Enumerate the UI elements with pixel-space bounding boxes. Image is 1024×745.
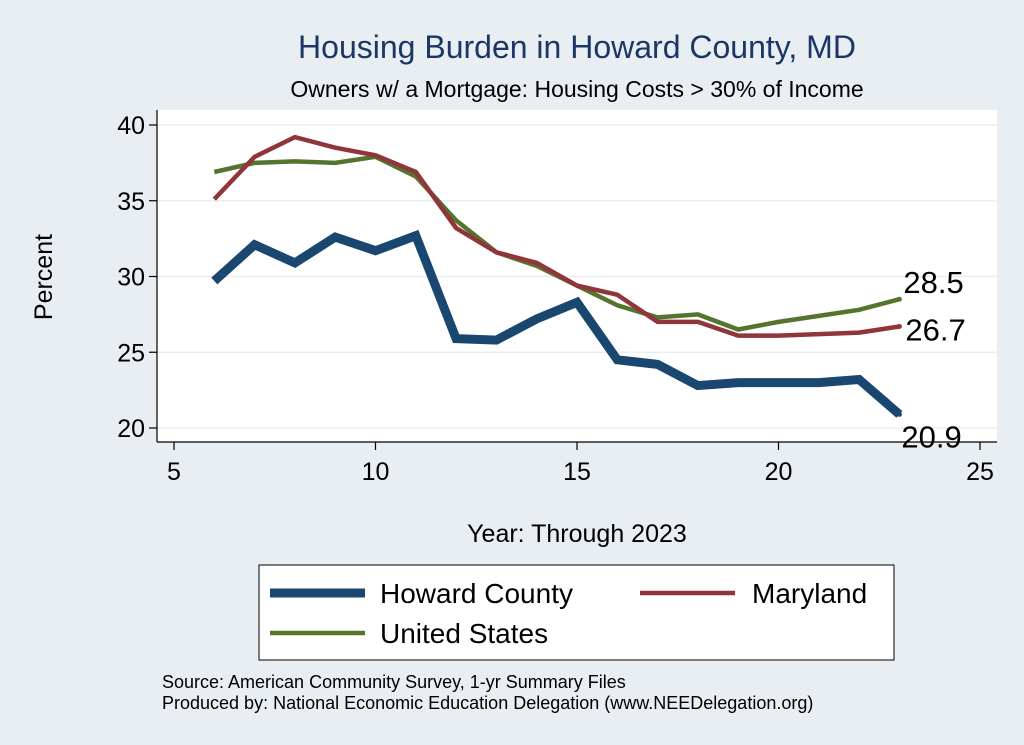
grid-layer [157,124,997,429]
end-label-howard-county: 20.9 [901,419,961,454]
y-tick-label: 35 [117,188,145,216]
series-layer [211,134,903,418]
end-label-layer: 20.9 26.7 28.5 [896,265,966,454]
legend-box [258,564,895,661]
y-tick-label: 25 [117,339,145,367]
x-axis-title: Year: Through 2023 [467,520,687,548]
y-tick-label: 20 [117,415,145,443]
x-tick-label: 20 [765,458,793,486]
end-label-united-states: 28.5 [903,265,963,300]
legend: Howard County Maryland United States [258,564,895,661]
x-tick-label: 5 [167,458,181,486]
end-label-maryland: 26.7 [905,312,965,347]
legend-label-united-states: United States [380,618,548,649]
y-axis-title: Percent [30,234,58,320]
end-marker-maryland [896,323,902,329]
end-marker-howard-county [896,411,902,417]
series-line-howard-county [211,229,903,418]
legend-label-howard-county: Howard County [380,578,573,609]
y-tick-label: 30 [117,264,145,292]
producer-note: Produced by: National Economic Education… [162,693,813,713]
y-tick-label: 40 [117,112,145,140]
chart-subtitle: Owners w/ a Mortgage: Housing Costs > 30… [290,76,863,102]
axis-layer: 20 25 30 35 40 5 10 15 20 25 [117,110,997,486]
x-tick-label: 25 [966,458,994,486]
x-tick-label: 15 [563,458,591,486]
end-marker-united-states [896,296,902,302]
source-note: Source: American Community Survey, 1-yr … [162,672,626,692]
x-tick-label: 10 [362,458,390,486]
chart-title: Housing Burden in Howard County, MD [298,29,856,65]
series-line-maryland [212,134,900,338]
legend-label-maryland: Maryland [752,578,867,609]
